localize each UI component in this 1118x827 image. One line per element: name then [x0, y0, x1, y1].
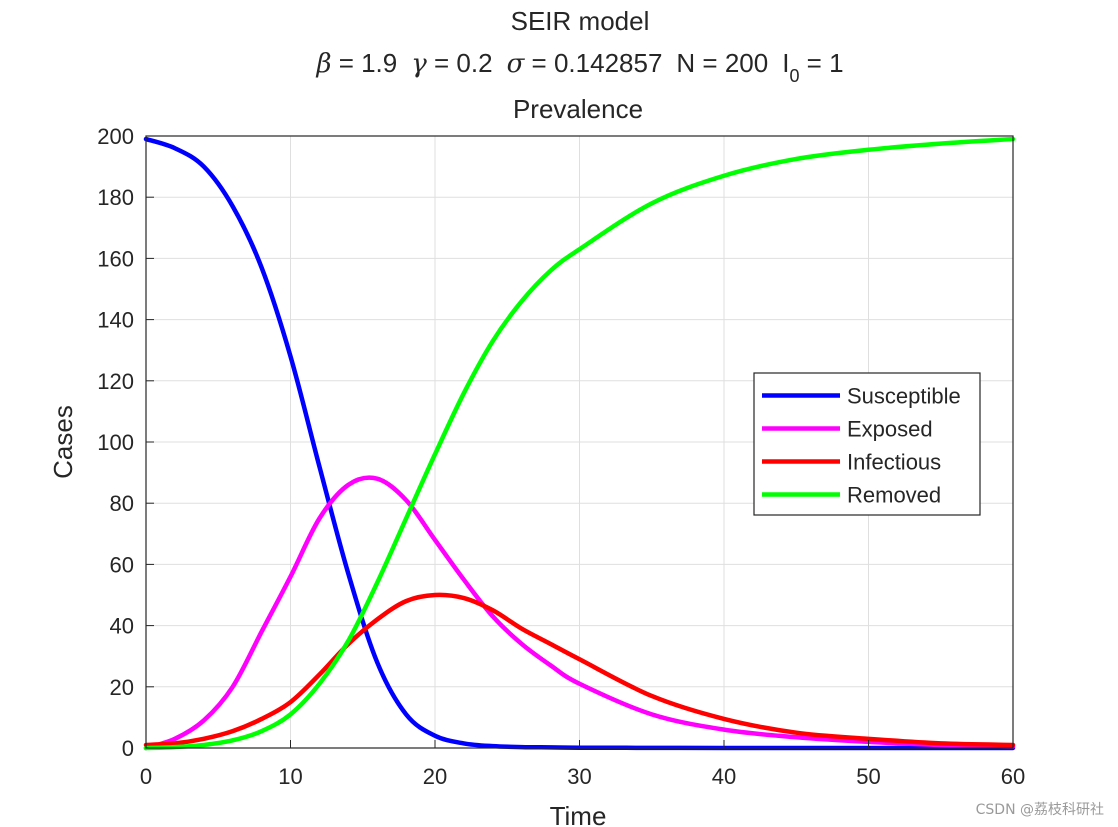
tick-labels: 0 10 20 30 40 50 60 0 20 40 60 80 100 120 140 160 180 200 [97, 124, 1025, 789]
y-tick-label: 60 [110, 552, 134, 577]
y-tick-label: 100 [97, 430, 134, 455]
parameter-line: β = 1.9 γ = 0.2 σ = 0.142857 N = 200 I0 = 1 [315, 48, 843, 86]
chart-title: SEIR model [511, 6, 650, 36]
chart-subtitle: Prevalence [513, 94, 643, 124]
legend: Susceptible Exposed Infectious Removed [753, 372, 981, 516]
series-line-exposed [143, 475, 1016, 751]
y-tick-label: 0 [122, 736, 134, 761]
legend-label-removed: Removed [847, 483, 941, 508]
x-tick-label: 60 [1001, 764, 1025, 789]
x-tick-label: 30 [567, 764, 591, 789]
y-tick-label: 140 [97, 308, 134, 333]
y-tick-label: 80 [110, 491, 134, 516]
i0-subscript: 0 [789, 66, 799, 86]
y-tick-label: 20 [110, 675, 134, 700]
legend-label-infectious: Infectious [847, 450, 941, 475]
beta-symbol: β [315, 49, 331, 79]
gamma-symbol: γ [411, 49, 427, 79]
n-value: N = 200 [676, 48, 768, 78]
watermark: CSDN @荔枝科研社 [975, 802, 1104, 818]
x-tick-label: 10 [278, 764, 302, 789]
y-tick-label: 160 [97, 246, 134, 271]
legend-label-exposed: Exposed [847, 417, 933, 442]
gamma-value: = 0.2 [427, 48, 493, 78]
i0-label: I [782, 48, 789, 78]
i0-value: = 1 [799, 48, 843, 78]
y-tick-label: 120 [97, 369, 134, 394]
legend-label-susceptible: Susceptible [847, 384, 961, 409]
y-tick-label: 40 [110, 614, 134, 639]
y-tick-label: 180 [97, 185, 134, 210]
beta-value: = 1.9 [331, 48, 397, 78]
x-tick-label: 50 [856, 764, 880, 789]
x-tick-label: 20 [423, 764, 447, 789]
sigma-symbol: σ [507, 49, 526, 79]
sigma-value: = 0.142857 [524, 48, 662, 78]
x-tick-label: 40 [712, 764, 736, 789]
series-line-removed [143, 136, 1016, 751]
series-line-infectious [143, 592, 1016, 748]
x-tick-label: 0 [140, 764, 152, 789]
y-tick-label: 200 [97, 124, 134, 149]
x-axis-label: Time [550, 801, 607, 827]
y-axis-label: Cases [48, 405, 78, 479]
